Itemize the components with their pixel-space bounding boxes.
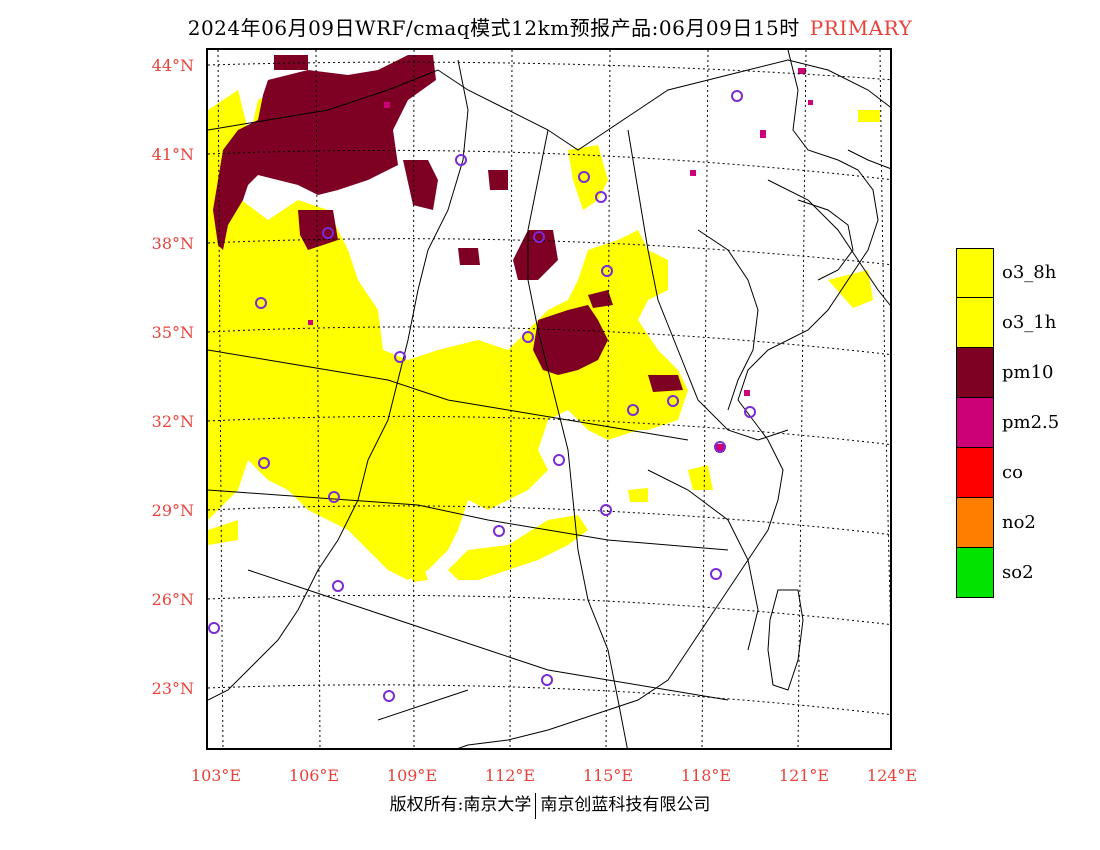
lat-label-44: 44°N [151,56,194,75]
legend-label-pm25: pm2.5 [1002,412,1060,433]
legend-swatch-o3-8h [956,248,994,298]
copyright-footer: 版权所有:南京大学 南京创蓝科技有限公司 [0,790,1100,819]
coastline [377,50,890,748]
pm25-region [308,68,813,452]
lon-label-106: 106°E [288,766,340,785]
lon-label-121: 121°E [778,766,830,785]
lat-label-35: 35°N [151,323,194,342]
legend-label-o3-8h: o3_8h [1002,262,1057,283]
map-canvas [208,50,890,748]
legend-swatch-pm10 [956,348,994,398]
pm10-region [213,55,683,392]
lat-label-29: 29°N [151,501,194,520]
pollution-map [206,48,892,750]
legend-swatch-so2 [956,548,994,598]
legend-label-co: co [1002,462,1023,483]
legend-label-so2: so2 [1002,562,1034,583]
map-title: 2024年06月09日WRF/cmaq模式12km预报产品:06月09日15时 P… [0,12,1100,41]
lat-label-41: 41°N [151,145,194,164]
lat-label-26: 26°N [151,590,194,609]
lon-label-118: 118°E [680,766,732,785]
copyright-owner: 版权所有:南京大学 [389,795,532,815]
title-text: 2024年06月09日WRF/cmaq模式12km预报产品:06月09日15时 [187,16,800,40]
lat-label-23: 23°N [151,679,194,698]
lon-label-109: 109°E [386,766,438,785]
legend-label-no2: no2 [1002,512,1036,533]
legend-swatch-no2 [956,498,994,548]
legend-swatch-o3-1h [956,298,994,348]
lon-label-115: 115°E [582,766,634,785]
lat-label-38: 38°N [151,234,194,253]
lon-label-103: 103°E [190,766,242,785]
station-markers [208,90,756,702]
copyright-divider [535,792,537,819]
copyright-company: 南京创蓝科技有限公司 [540,795,711,815]
legend-label-o3-1h: o3_1h [1002,312,1057,333]
legend-swatch-co [956,448,994,498]
lat-label-32: 32°N [151,412,194,431]
title-tag: PRIMARY [809,16,913,40]
lon-label-112: 112°E [484,766,536,785]
province-boundaries [208,59,890,748]
lon-label-124: 124°E [866,766,918,785]
legend-label-pm10: pm10 [1002,362,1054,383]
legend-swatch-pm25 [956,398,994,448]
